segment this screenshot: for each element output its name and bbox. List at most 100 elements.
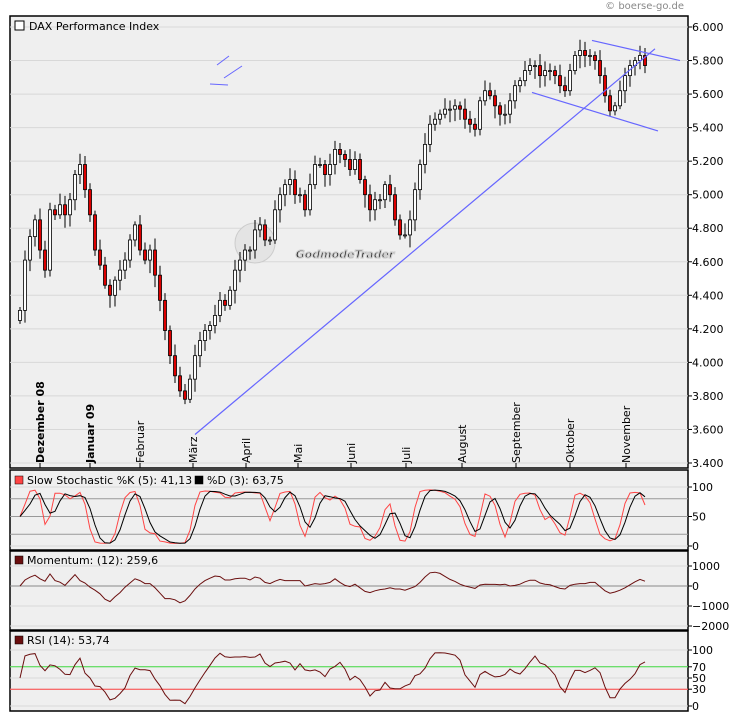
y-tick-label: 3.600 — [692, 423, 724, 436]
candle — [283, 184, 287, 196]
candle — [168, 330, 172, 357]
candle — [223, 299, 227, 306]
panel-stochastic — [9, 469, 689, 551]
month-label: August — [456, 424, 469, 463]
drawing-stroke — [216, 55, 230, 66]
candle — [333, 149, 337, 165]
y-tick-label: −2000 — [692, 620, 729, 633]
candle — [638, 55, 642, 61]
watermark: GodmodeTrader — [296, 248, 395, 261]
candle — [218, 299, 222, 316]
candle — [63, 204, 67, 216]
candle — [93, 214, 97, 251]
candle — [203, 330, 207, 341]
legend-box — [14, 20, 25, 31]
candle — [458, 105, 462, 110]
legend-swatch — [194, 475, 204, 485]
candle — [113, 279, 117, 296]
candle — [108, 284, 112, 296]
candle — [233, 269, 237, 291]
candle — [318, 164, 322, 166]
y-tick-label: 6.000 — [692, 21, 724, 34]
candle — [568, 70, 572, 92]
y-tick-label: 5.000 — [692, 189, 724, 202]
candle — [403, 234, 407, 237]
candle — [308, 184, 312, 211]
y-tick-label: 1000 — [692, 560, 720, 573]
candle — [53, 209, 57, 216]
candle — [558, 75, 562, 87]
candle — [43, 249, 47, 271]
candle — [498, 105, 502, 115]
candle — [153, 249, 157, 276]
candle — [178, 375, 182, 392]
drawing-stroke — [223, 65, 243, 79]
candle — [258, 224, 262, 231]
rsi-line — [19, 652, 646, 705]
candle — [543, 70, 547, 77]
stoch-k-line — [19, 489, 646, 544]
month-label: November — [620, 405, 633, 463]
candle — [193, 355, 197, 380]
candle — [518, 80, 522, 87]
month-label: September — [510, 402, 523, 463]
candle — [238, 259, 242, 271]
candle — [358, 159, 362, 181]
y-tick-label: 3.800 — [692, 390, 724, 403]
stoch-d-line — [19, 489, 646, 544]
candle — [68, 199, 72, 216]
candle — [578, 50, 582, 56]
y-tick-label: 0 — [692, 580, 699, 593]
candle — [508, 100, 512, 115]
candle — [618, 90, 622, 107]
month-label: März — [187, 436, 200, 463]
candle — [438, 113, 442, 120]
candle — [148, 249, 152, 261]
y-tick-label: 30 — [692, 683, 706, 696]
month-label: Mai — [292, 444, 305, 463]
candle — [423, 143, 427, 165]
y-tick-label: 4.400 — [692, 289, 724, 302]
candle — [478, 100, 482, 130]
candle — [58, 204, 62, 216]
candle — [88, 189, 92, 216]
candle — [123, 259, 127, 271]
y-tick-label: 4.600 — [692, 256, 724, 269]
candle — [143, 249, 147, 261]
candle — [288, 179, 292, 186]
candle — [18, 309, 22, 321]
candle — [138, 224, 142, 251]
candle — [373, 199, 377, 211]
candle — [188, 378, 192, 400]
month-label: Januar 09 — [84, 404, 97, 464]
trendline — [194, 48, 656, 435]
candle — [418, 164, 422, 191]
legend-label: Momentum: (12): 259,6 — [27, 554, 158, 567]
candle — [383, 184, 387, 201]
trendline — [591, 39, 681, 62]
candle — [33, 219, 37, 238]
candle — [378, 199, 382, 202]
candle — [323, 164, 327, 175]
candle — [133, 224, 137, 241]
candle — [343, 154, 347, 160]
y-tick-label: 3.400 — [692, 457, 724, 470]
month-label: Oktober — [564, 418, 577, 463]
trendline — [531, 91, 659, 132]
candle — [533, 65, 537, 67]
candle — [388, 184, 392, 196]
candle — [398, 219, 402, 236]
legend-swatch — [14, 475, 24, 485]
momentum-line — [19, 571, 646, 604]
y-tick-label: 100 — [692, 644, 713, 657]
candle — [368, 194, 372, 211]
candle — [528, 65, 532, 71]
candle — [78, 164, 82, 175]
candle — [173, 355, 177, 377]
month-label: April — [240, 438, 253, 463]
candle — [503, 113, 507, 116]
y-tick-label: 5.800 — [692, 55, 724, 68]
candle — [118, 269, 122, 281]
candle — [428, 123, 432, 145]
candle — [263, 224, 267, 241]
